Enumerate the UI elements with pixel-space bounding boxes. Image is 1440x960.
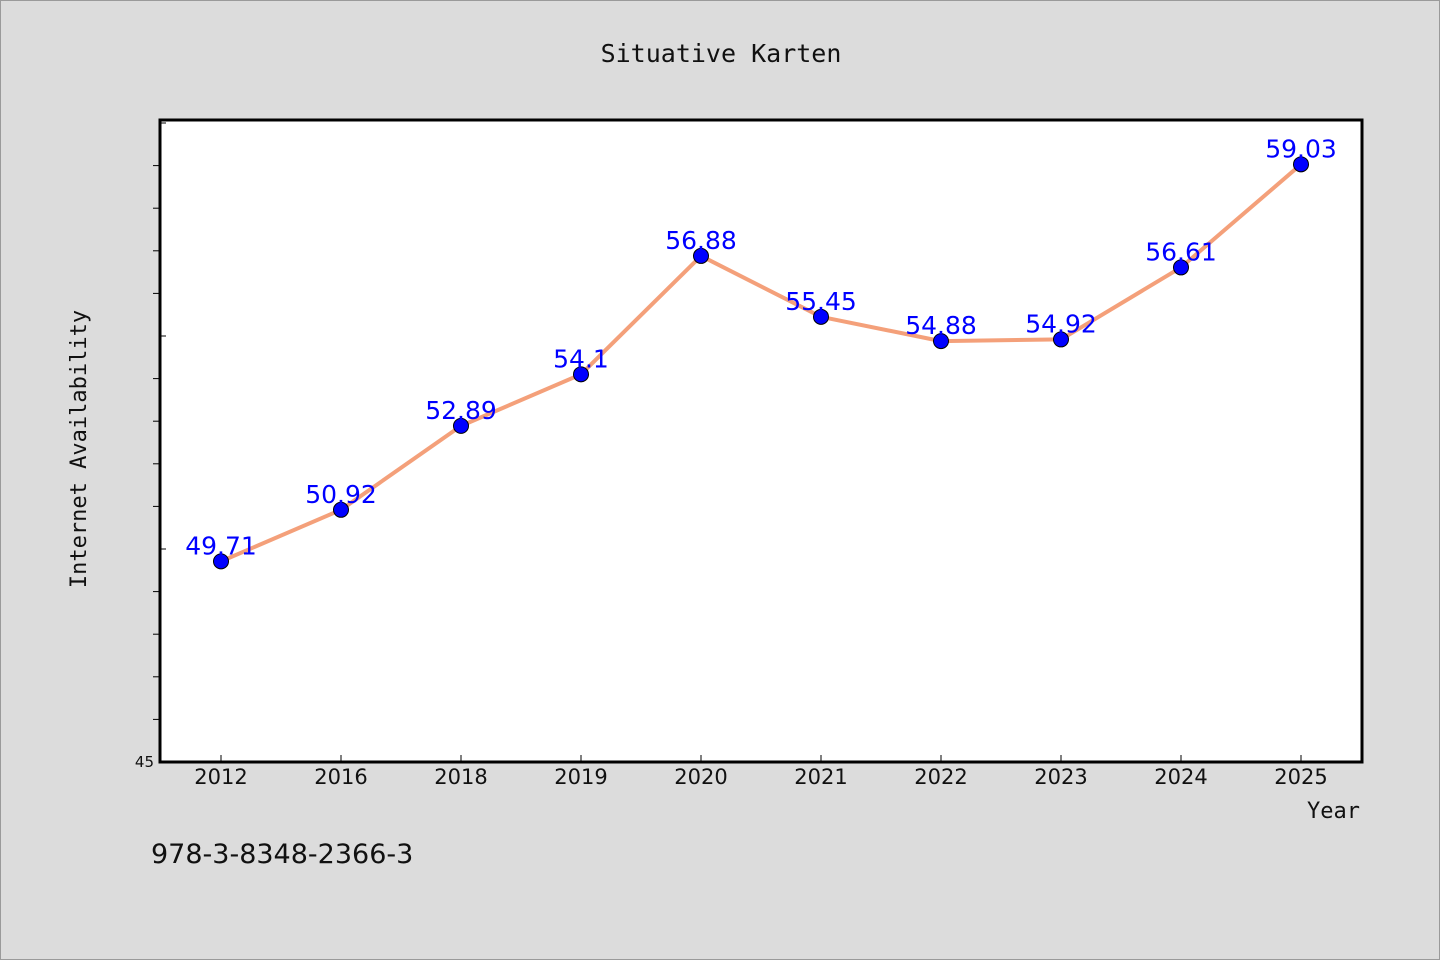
x-axis-ticks (220, 755, 1302, 762)
y-axis-ticks (153, 122, 166, 763)
data-label-2016: 50.92 (305, 480, 377, 509)
data-point-2012 (213, 553, 229, 570)
x-tick-label-2024: 2024 (1154, 765, 1207, 789)
y-tick-label-45: 45 (135, 753, 154, 771)
data-label-2023: 54.92 (1025, 309, 1097, 338)
x-tick-label-2021: 2021 (794, 765, 847, 789)
data-label-2025: 59.03 (1265, 134, 1337, 163)
x-tick-label-2016: 2016 (314, 765, 367, 789)
x-tick-label-2019: 2019 (554, 765, 607, 789)
data-point-2021 (813, 308, 829, 325)
footer-isbn-code: 978-3-8348-2366-3 (151, 839, 413, 870)
x-tick-label-2020: 2020 (674, 765, 727, 789)
data-point-2020 (693, 247, 709, 264)
data-label-2019: 54.1 (553, 344, 609, 373)
x-tick-label-2023: 2023 (1034, 765, 1087, 789)
x-axis-tick-labels: 2012 2016 2018 2019 2020 2021 2022 2023 2024 2025 (194, 765, 1327, 789)
x-tick-label-2012: 2012 (194, 765, 247, 789)
data-point-2018 (453, 417, 469, 434)
data-point-2022 (933, 333, 949, 350)
data-label-2018: 52.89 (425, 396, 497, 425)
series-line (219, 162, 1303, 564)
x-tick-label-2025: 2025 (1274, 765, 1327, 789)
data-label-2021: 55.45 (785, 287, 857, 316)
data-point-2019 (573, 366, 589, 383)
data-label-2022: 54.88 (905, 311, 977, 340)
data-label-2020: 56.88 (665, 226, 737, 255)
chart-title: Situative Karten (601, 39, 842, 68)
data-labels: 49.71 50.92 52.89 54.1 56.88 55.45 54.88 54.92 5… (185, 134, 1337, 560)
x-tick-label-2018: 2018 (434, 765, 487, 789)
data-point-markers (213, 156, 1309, 570)
data-label-2012: 49.71 (185, 531, 257, 560)
x-axis-label: Year (1307, 799, 1360, 824)
y-axis-label: Internet Availability (67, 310, 92, 588)
plot-area (158, 118, 1364, 764)
data-point-2024 (1173, 259, 1189, 276)
data-point-2025 (1293, 156, 1309, 173)
data-point-2023 (1053, 331, 1069, 348)
y-axis-tick-labels: 45 (135, 753, 154, 771)
data-point-2016 (333, 501, 349, 518)
data-label-2024: 56.61 (1145, 237, 1217, 266)
x-tick-label-2022: 2022 (914, 765, 967, 789)
